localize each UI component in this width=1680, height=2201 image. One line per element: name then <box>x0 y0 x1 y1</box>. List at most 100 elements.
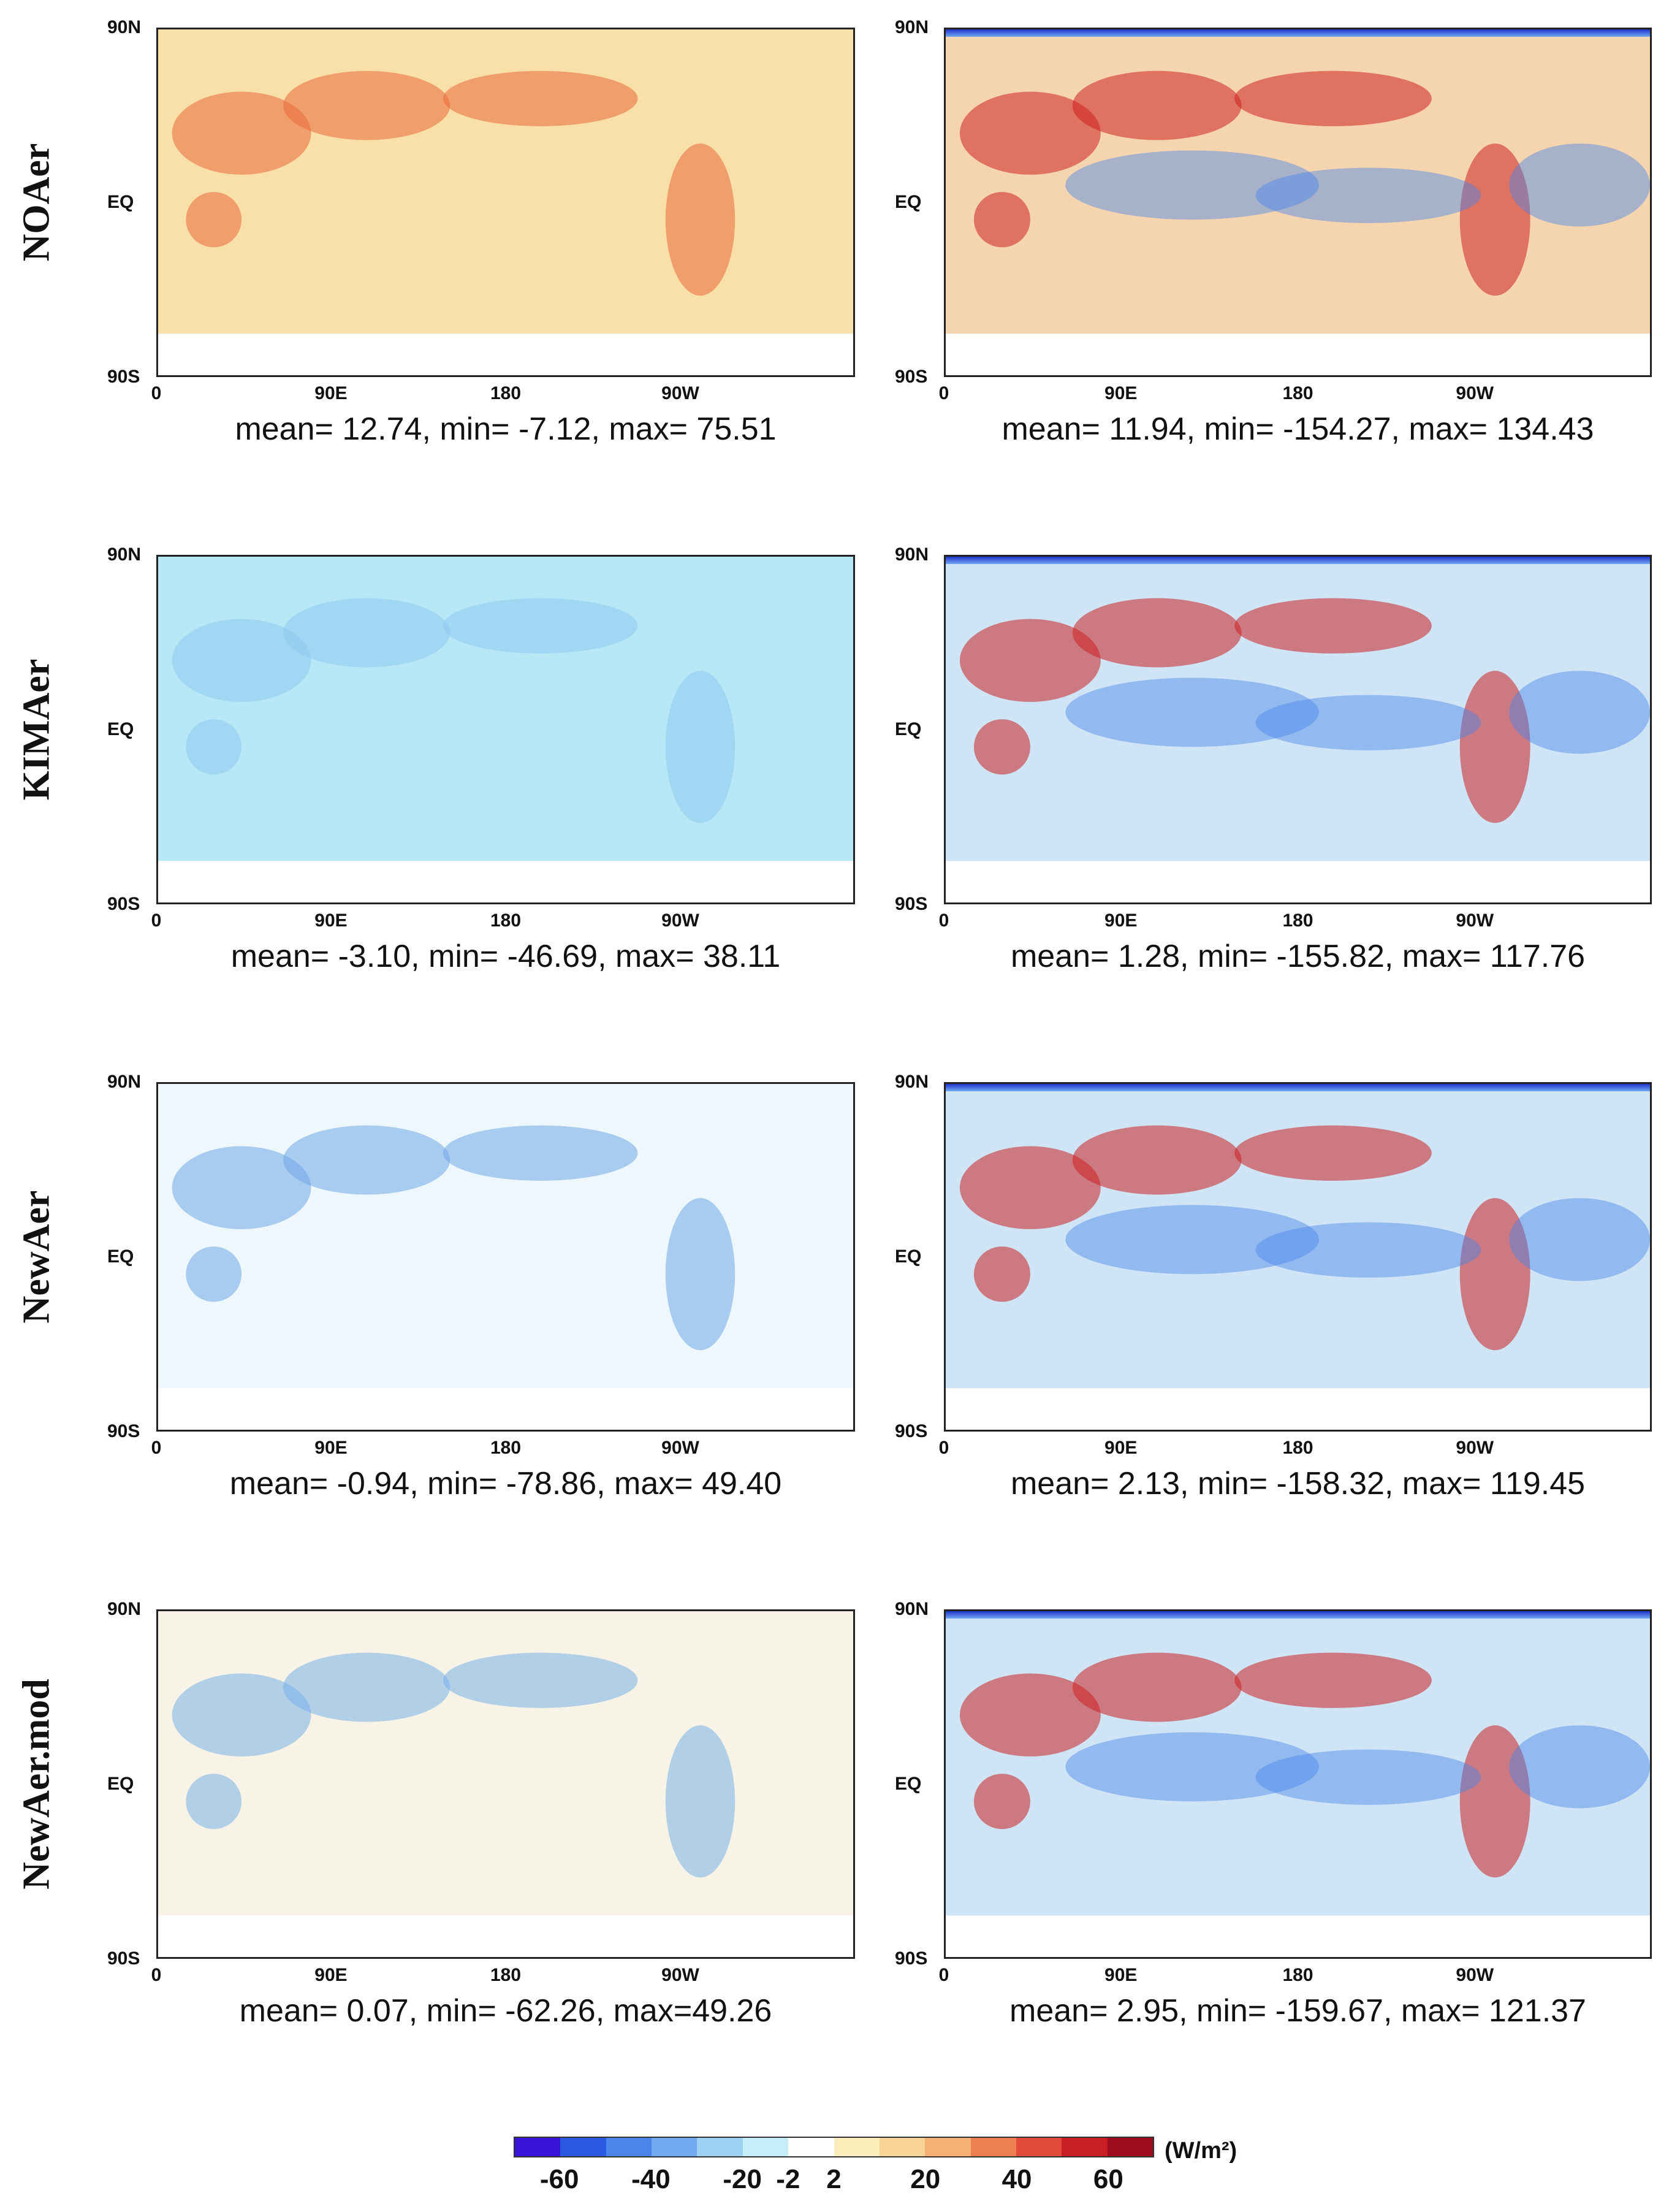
field-blob <box>186 1774 242 1829</box>
field-blob <box>1459 671 1530 823</box>
antarctic-band <box>158 334 853 375</box>
lon-tick-label: 180 <box>1282 1438 1313 1458</box>
colorbar-swatch <box>560 2138 606 2156</box>
panel-stats: mean= 2.13, min= -158.32, max= 119.45 <box>1010 1466 1586 1501</box>
field-blob <box>186 719 242 775</box>
panel-stats: mean= 12.74, min= -7.12, max= 75.51 <box>235 411 777 447</box>
coastlines <box>158 574 853 861</box>
lat-tick-label: 90S <box>895 894 928 914</box>
panel-stats: mean= 0.07, min= -62.26, max=49.26 <box>239 1993 772 2029</box>
lon-tick-label: 180 <box>490 910 522 931</box>
field-blob <box>443 1125 638 1181</box>
field-blob <box>1072 1652 1242 1722</box>
field-blob <box>665 1725 735 1878</box>
colorbar-swatch <box>925 2138 971 2156</box>
field-blob <box>1459 143 1530 296</box>
field-blob <box>959 91 1101 175</box>
lon-tick-label: 180 <box>1282 383 1313 403</box>
lon-tick-label: 180 <box>490 1438 522 1458</box>
colorbar-tick-label: -20 <box>723 2164 762 2194</box>
lat-tick-label: EQ <box>895 1774 922 1794</box>
lat-tick-label: EQ <box>107 1246 134 1267</box>
field-blob <box>283 1652 450 1722</box>
lon-tick-label: 90E <box>314 910 348 931</box>
lat-tick-label: 90S <box>107 894 140 914</box>
field-blob <box>665 1198 735 1351</box>
colorbar-tick-label: -40 <box>631 2164 671 2194</box>
map-plot <box>944 1609 1652 1959</box>
row-label: NewAer <box>15 1190 58 1324</box>
map-plot <box>156 1609 855 1959</box>
lat-tick-label: EQ <box>895 192 922 212</box>
coastlines <box>946 47 1650 334</box>
lon-tick-label: 0 <box>938 910 949 931</box>
colorbar <box>514 2137 1154 2157</box>
lat-tick-label: 90N <box>107 17 142 37</box>
polar-band <box>946 557 1650 564</box>
field-blob <box>973 719 1030 775</box>
field-blob-negative <box>1065 1732 1319 1802</box>
lat-tick-label: 90N <box>895 17 929 37</box>
map-field <box>158 557 853 902</box>
field-blob-negative <box>1065 150 1319 220</box>
field-blob-negative <box>1509 143 1650 227</box>
field-blob <box>172 1673 311 1757</box>
field-blob-negative <box>1509 1198 1650 1281</box>
polar-band <box>946 1084 1650 1091</box>
field-blob <box>172 1146 311 1229</box>
map-plot <box>944 1082 1652 1432</box>
lon-tick-label: 90W <box>1456 1965 1494 1985</box>
lon-tick-label: 0 <box>151 383 162 403</box>
antarctic-band <box>946 1915 1650 1957</box>
lat-tick-label: EQ <box>895 1246 922 1267</box>
field-blob <box>973 1774 1030 1829</box>
lon-tick-label: 90W <box>1456 910 1494 931</box>
row-label: KIMAer <box>15 658 58 801</box>
map-plot <box>944 555 1652 904</box>
polar-band <box>946 1611 1650 1619</box>
field-blob <box>186 192 242 248</box>
coastlines <box>946 1628 1650 1915</box>
lat-tick-label: 90S <box>895 1948 928 1969</box>
field-blob <box>973 192 1030 248</box>
field-blob-negative <box>1065 1205 1319 1275</box>
lat-tick-label: EQ <box>895 719 922 739</box>
field-blob <box>1234 1652 1432 1708</box>
lon-tick-label: 90W <box>661 1965 699 1985</box>
panel-stats: mean= 1.28, min= -155.82, max= 117.76 <box>1010 939 1586 974</box>
lat-tick-label: 90N <box>895 1599 929 1619</box>
field-blob-negative <box>1509 671 1650 754</box>
lon-tick-label: 0 <box>938 383 949 403</box>
lon-tick-label: 90E <box>1104 1438 1138 1458</box>
lon-tick-label: 90W <box>661 910 699 931</box>
lon-tick-label: 90W <box>1456 1438 1494 1458</box>
map-plot <box>156 555 855 904</box>
lon-tick-label: 180 <box>1282 1965 1313 1985</box>
field-blob-negative <box>1255 1222 1481 1278</box>
field-blob <box>665 143 735 296</box>
lat-tick-label: 90S <box>895 1421 928 1441</box>
antarctic-band <box>946 1388 1650 1430</box>
lat-tick-label: 90S <box>107 367 140 387</box>
coastlines <box>946 574 1650 861</box>
panel-stats: mean= 2.95, min= -159.67, max= 121.37 <box>1009 1993 1586 2029</box>
map-field <box>158 1084 853 1430</box>
map-field <box>946 557 1650 902</box>
colorbar-tick-label: 2 <box>826 2164 842 2194</box>
field-blob <box>1072 598 1242 668</box>
colorbar-unit: (W/m²) <box>1165 2138 1237 2164</box>
lat-tick-label: 90S <box>107 1421 140 1441</box>
lon-tick-label: 90E <box>314 1438 348 1458</box>
coastlines <box>158 1628 853 1915</box>
map-field <box>158 1611 853 1957</box>
lon-tick-label: 0 <box>151 1438 162 1458</box>
field-blob-negative <box>1509 1725 1650 1809</box>
colorbar-swatch <box>697 2138 743 2156</box>
colorbar-swatch <box>606 2138 652 2156</box>
panel-stats: mean= 11.94, min= -154.27, max= 134.43 <box>1002 411 1594 447</box>
lat-tick-label: EQ <box>107 192 134 212</box>
lon-tick-label: 180 <box>490 1965 522 1985</box>
lat-tick-label: 90N <box>107 544 142 565</box>
field-blob <box>283 1125 450 1195</box>
lon-tick-label: 90E <box>314 1965 348 1985</box>
